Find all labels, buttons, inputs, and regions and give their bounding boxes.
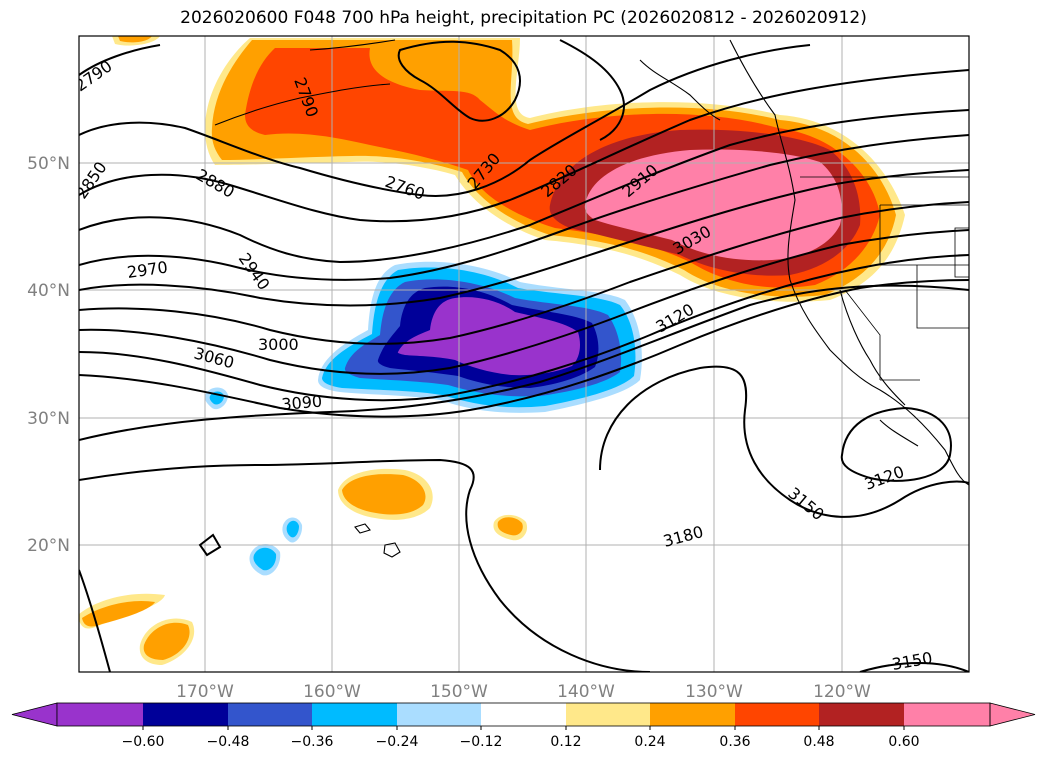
colorbar-tick-label: 0.12 [550,734,581,750]
height-contours [79,39,969,672]
contour-label: 3000 [258,335,299,354]
colorbar-swatch [312,703,397,726]
colorbar-tick-label: 0.48 [803,734,834,750]
colorbar-tick-label: −0.24 [376,734,419,750]
map-title: 2026020600 F048 700 hPa height, precipit… [180,8,867,28]
colorbar-swatch [143,703,228,726]
colorbar-swatch [228,703,312,726]
lon-label-130w: 130°W [685,682,743,702]
precip-neg-purple [397,297,580,376]
contour-label: 3090 [281,392,323,414]
colorbar-tick-label: −0.12 [460,734,503,750]
contour-label: 3120 [653,300,698,337]
colorbar-tick-label: 0.24 [634,734,665,750]
colorbar-swatch [735,703,819,726]
colorbar-outline [56,702,991,727]
colorbar-tick-label: 0.36 [719,734,750,750]
colorbar-swatch [650,703,735,726]
contour-label: 2940 [235,249,274,293]
colorbar [11,702,1036,727]
contour-label: 2760 [383,172,428,204]
map-frame [78,35,970,673]
contour-label: 3120 [862,462,907,494]
lat-label-20n: 20°N [27,536,70,556]
coastlines [198,39,969,558]
colorbar-swatch [57,703,143,726]
colorbar-swatch [904,703,990,726]
lon-label-150w: 150°W [430,682,488,702]
precip-small-blobs [79,36,528,665]
map-area: 2790 2850 2880 2970 2940 3000 3060 3090 … [71,36,969,674]
lat-label-30n: 30°N [27,409,70,429]
lat-label-40n: 40°N [27,281,70,301]
contour-label: 3150 [784,484,827,525]
lon-label-140w: 140°W [557,682,615,702]
colorbar-swatch [397,703,481,726]
colorbar-tick-label: −0.36 [291,734,334,750]
lon-label-170w: 170°W [176,682,234,702]
colorbar-swatch [566,703,650,726]
contour-label: 3180 [661,522,705,551]
colorbar-labels: −0.60 −0.48 −0.36 −0.24 −0.12 0.12 0.24 0.36 0.4… [122,726,920,750]
longitude-labels: 170°W 160°W 150°W 140°W 130°W 120°W [176,682,871,702]
colorbar-tick-label: −0.48 [207,734,250,750]
contour-label: 2880 [193,165,238,202]
contour-label: 2970 [126,257,169,281]
colorbar-extend-min [11,702,58,727]
colorbar-tick-label: 0.60 [888,734,919,750]
precip-band-pink [584,149,842,261]
graticule [79,36,969,672]
latitude-labels: 50°N 40°N 30°N 20°N [27,154,70,556]
colorbar-tick-label: −0.60 [122,734,165,750]
colorbar-extend-max [989,702,1036,727]
lon-label-160w: 160°W [303,682,361,702]
precip-positive-north [205,38,905,302]
lat-label-50n: 50°N [27,154,70,174]
precip-negative-central [318,261,642,413]
contour-label: 2790 [71,56,115,95]
contour-label: 2850 [72,158,111,202]
lon-label-120w: 120°W [813,682,871,702]
contour-label: 3150 [890,648,933,674]
colorbar-swatch [819,703,904,726]
colorbar-swatch [481,703,566,726]
